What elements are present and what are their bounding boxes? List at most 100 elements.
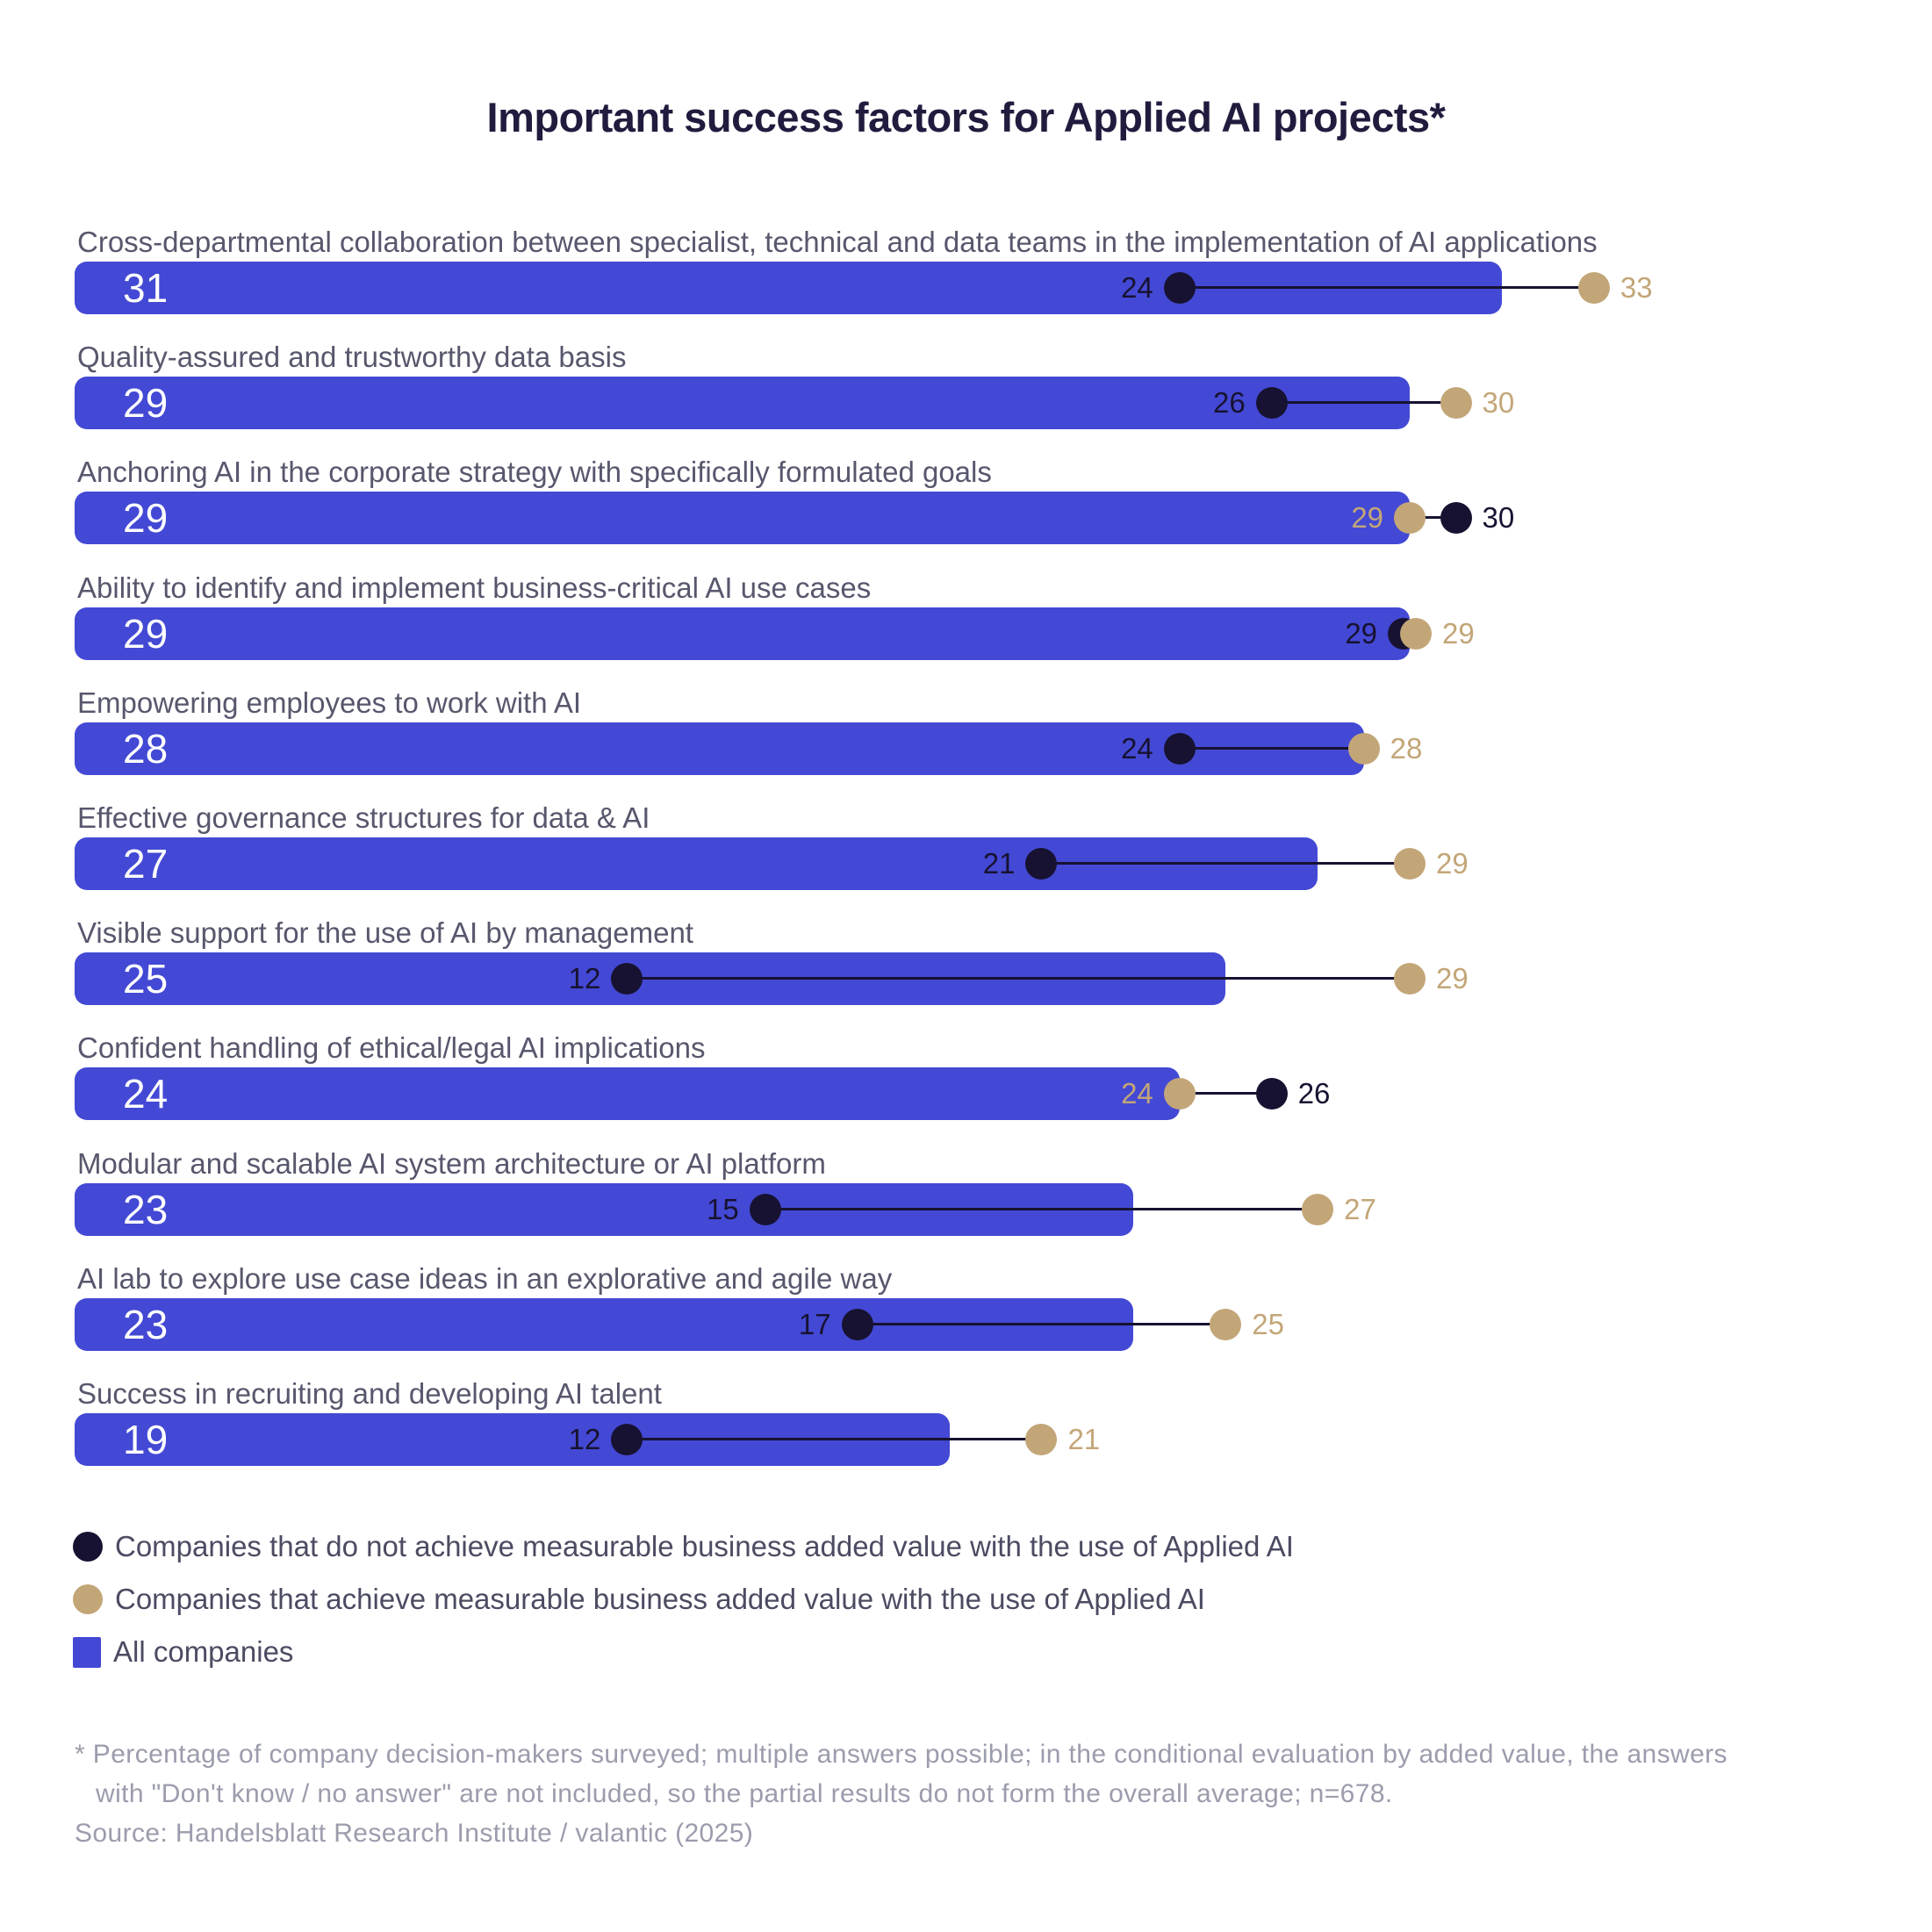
bar-all-companies: 24 xyxy=(75,1067,1180,1121)
dot-no-added-value xyxy=(1163,732,1196,765)
dot-label-no-added-value: 30 xyxy=(1482,501,1515,535)
chart-row: Ability to identify and implement busine… xyxy=(0,571,1932,686)
chart-row: Cross-departmental collaboration between… xyxy=(0,225,1932,341)
dot-added-value xyxy=(1302,1193,1334,1225)
footnote-line-1: * Percentage of company decision-makers … xyxy=(75,1740,1727,1769)
dot-label-no-added-value: 26 xyxy=(1297,1077,1331,1110)
dot-added-value xyxy=(1163,1078,1196,1110)
bar-value-label: 29 xyxy=(123,495,169,542)
row-label: Ability to identify and implement busine… xyxy=(77,571,872,604)
bar-all-companies: 28 xyxy=(75,722,1364,775)
dot-label-no-added-value: 26 xyxy=(1212,386,1246,420)
dot-no-added-value xyxy=(611,963,643,995)
dot-label-no-added-value: 24 xyxy=(1121,271,1153,304)
footnote-line-2: with "Don't know / no answer" are not in… xyxy=(96,1779,1393,1808)
connector-line xyxy=(765,1207,1318,1210)
legend-label: Companies that do not achieve measurable… xyxy=(115,1530,1294,1562)
legend-label: Companies that achieve measurable busine… xyxy=(115,1583,1205,1615)
bar-value-label: 24 xyxy=(123,1071,169,1117)
chart-row: AI lab to explore use case ideas in an e… xyxy=(0,1261,1932,1377)
dot-no-added-value xyxy=(1255,387,1288,420)
dot-label-no-added-value: 12 xyxy=(568,962,601,995)
row-label: Success in recruiting and developing AI … xyxy=(77,1377,662,1410)
dot-label-added-value: 33 xyxy=(1620,271,1653,304)
bar-all-companies: 29 xyxy=(75,607,1411,660)
dot-label-no-added-value: 24 xyxy=(1121,731,1153,765)
dot-label-added-value: 28 xyxy=(1390,731,1423,765)
bar-value-label: 29 xyxy=(123,610,169,657)
row-label: AI lab to explore use case ideas in an e… xyxy=(77,1261,893,1295)
chart-row: Confident handling of ethical/legal AI i… xyxy=(0,1031,1932,1146)
row-label: Modular and scalable AI system architect… xyxy=(77,1146,826,1180)
chart-row: Modular and scalable AI system architect… xyxy=(0,1146,1932,1262)
dot-label-no-added-value: 12 xyxy=(568,1423,601,1455)
dot-no-added-value xyxy=(841,1308,873,1340)
dot-label-no-added-value: 21 xyxy=(982,847,1016,880)
legend-entry-added-value: Companies that achieve measurable busine… xyxy=(73,1582,1294,1617)
dot-label-added-value: 27 xyxy=(1344,1192,1376,1225)
connector-line xyxy=(1179,286,1594,289)
bar-value-label: 23 xyxy=(123,1186,169,1232)
connector-line xyxy=(1271,401,1456,405)
row-label: Anchoring AI in the corporate strategy w… xyxy=(77,456,992,489)
chart-row: Visible support for the use of AI by man… xyxy=(0,916,1932,1031)
dot-label-added-value: 29 xyxy=(1351,501,1384,535)
bar-value-label: 19 xyxy=(123,1417,169,1462)
dark-circle-icon xyxy=(73,1532,103,1562)
dot-no-added-value xyxy=(1440,502,1472,535)
bar-value-label: 23 xyxy=(123,1301,169,1347)
dot-added-value xyxy=(1394,848,1426,880)
chart-row: Quality-assured and trustworthy data bas… xyxy=(0,340,1932,456)
dot-no-added-value xyxy=(1025,848,1058,880)
legend: Companies that do not achieve measurable… xyxy=(73,1529,1294,1687)
dot-no-added-value xyxy=(1163,272,1196,304)
dot-label-added-value: 24 xyxy=(1121,1077,1153,1110)
dot-added-value xyxy=(1394,502,1426,535)
row-label: Effective governance structures for data… xyxy=(77,801,650,834)
row-label: Cross-departmental collaboration between… xyxy=(77,226,1598,258)
dot-label-added-value: 29 xyxy=(1442,616,1475,650)
dot-label-no-added-value: 17 xyxy=(798,1307,831,1340)
row-label: Empowering employees to work with AI xyxy=(77,686,582,719)
legend-entry-no-added-value: Companies that do not achieve measurable… xyxy=(73,1529,1294,1564)
legend-label: All companies xyxy=(113,1635,294,1668)
dot-label-added-value: 30 xyxy=(1482,386,1515,420)
chart-row: Effective governance structures for data… xyxy=(0,801,1932,916)
connector-line xyxy=(857,1322,1226,1325)
chart-title: Important success factors for Applied AI… xyxy=(486,94,1446,140)
dot-label-added-value: 29 xyxy=(1436,847,1469,880)
dot-label-no-added-value: 15 xyxy=(707,1192,739,1225)
row-label: Confident handling of ethical/legal AI i… xyxy=(77,1031,706,1065)
chart-row: Empowering employees to work with AI 28 24… xyxy=(0,686,1932,801)
chart-row: Success in recruiting and developing AI … xyxy=(0,1376,1932,1492)
connector-line xyxy=(1179,1092,1272,1095)
dot-added-value xyxy=(1394,963,1426,995)
dot-no-added-value xyxy=(611,1424,643,1455)
bar-value-label: 31 xyxy=(123,265,169,311)
tan-circle-icon xyxy=(73,1584,103,1614)
chart-row: Anchoring AI in the corporate strategy w… xyxy=(0,455,1932,571)
dot-added-value xyxy=(1025,1424,1058,1455)
dot-added-value xyxy=(1440,387,1472,420)
bar-all-companies: 29 xyxy=(75,377,1411,430)
dot-added-value xyxy=(1400,617,1433,650)
dot-added-value xyxy=(1210,1308,1242,1340)
connector-line xyxy=(1410,516,1456,520)
bar-value-label: 28 xyxy=(123,725,169,772)
dot-label-added-value: 21 xyxy=(1067,1423,1101,1455)
dot-label-added-value: 29 xyxy=(1436,962,1469,995)
legend-entry-all-companies: All companies xyxy=(73,1634,1294,1670)
dot-added-value xyxy=(1347,732,1380,765)
source-line: Source: Handelsblatt Research Institute … xyxy=(75,1819,754,1848)
dot-no-added-value xyxy=(749,1193,781,1225)
dot-label-no-added-value: 29 xyxy=(1345,616,1378,650)
dot-label-added-value: 25 xyxy=(1252,1307,1284,1340)
dot-no-added-value xyxy=(1255,1078,1288,1110)
connector-line xyxy=(1041,862,1411,865)
blue-square-icon xyxy=(73,1636,101,1668)
connector-line xyxy=(627,977,1411,980)
row-label: Quality-assured and trustworthy data bas… xyxy=(77,341,627,374)
connector-line xyxy=(1179,746,1364,750)
